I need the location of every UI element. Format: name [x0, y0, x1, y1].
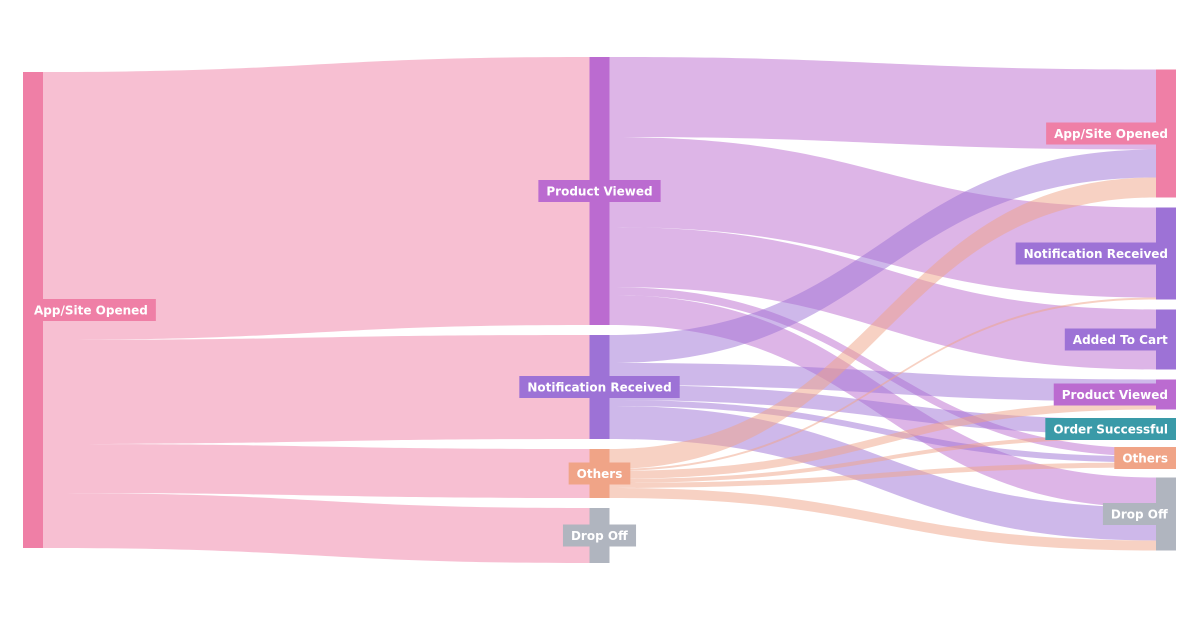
- link: [609, 177, 1156, 469]
- label-text: Product Viewed: [546, 185, 652, 199]
- label-text: Notification Received: [527, 381, 671, 395]
- node-label: App/Site Opened: [26, 299, 156, 321]
- links: [43, 57, 1156, 563]
- label-box: [1114, 447, 1176, 469]
- link: [609, 149, 1156, 363]
- node-label: Notification Received: [519, 376, 680, 398]
- label-box: [1046, 122, 1176, 145]
- link: [609, 295, 1156, 508]
- label-text: App/Site Opened: [1054, 127, 1168, 141]
- label-box: [1045, 418, 1176, 440]
- node-label: Drop Off: [1102, 503, 1176, 525]
- label-box: [26, 299, 156, 321]
- node-label: Notification Received: [1015, 242, 1176, 265]
- link: [609, 57, 1156, 150]
- link: [609, 488, 1156, 551]
- link: [43, 57, 590, 340]
- label-box: [1015, 242, 1176, 265]
- label-text: Others: [1122, 452, 1168, 466]
- link: [609, 434, 1156, 483]
- link: [609, 385, 1156, 435]
- node-label: Order Successful: [1045, 418, 1176, 440]
- label-text: Others: [577, 467, 623, 481]
- link: [609, 297, 1156, 471]
- link: [609, 401, 1156, 479]
- link: [609, 400, 1156, 463]
- label-box: [1102, 503, 1176, 525]
- label-text: Added To Cart: [1073, 333, 1168, 347]
- link: [609, 363, 1156, 402]
- link: [609, 462, 1156, 488]
- label-text: Product Viewed: [1062, 388, 1168, 402]
- link: [43, 493, 590, 563]
- label-box: [568, 462, 631, 485]
- label-box: [562, 524, 637, 547]
- label-text: Order Successful: [1053, 423, 1168, 437]
- label-text: Drop Off: [1111, 508, 1168, 522]
- node-label: Product Viewed: [538, 180, 661, 202]
- label-text: Notification Received: [1024, 247, 1168, 261]
- link: [43, 444, 590, 498]
- label-box: [519, 376, 680, 398]
- link: [609, 227, 1156, 370]
- node-label: App/Site Opened: [1046, 122, 1176, 145]
- label-text: App/Site Opened: [34, 304, 148, 318]
- link: [43, 335, 590, 444]
- node-label: Product Viewed: [1053, 383, 1176, 406]
- label-box: [538, 180, 661, 202]
- node-label: Drop Off: [562, 524, 637, 547]
- label-box: [1053, 383, 1176, 406]
- node-label: Added To Cart: [1064, 328, 1176, 351]
- label-box: [1064, 328, 1176, 351]
- label-text: Drop Off: [571, 529, 628, 543]
- node-label: Others: [1114, 447, 1176, 469]
- node-label: Others: [568, 462, 631, 485]
